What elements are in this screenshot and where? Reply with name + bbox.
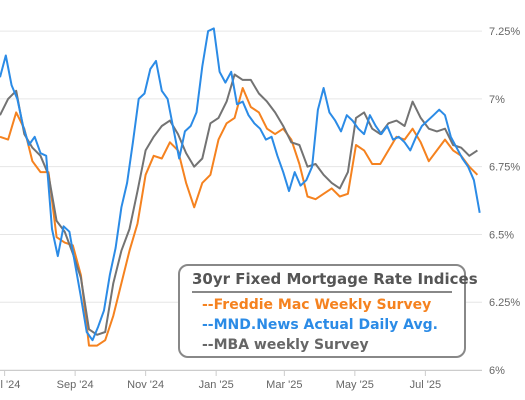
- x-tick-label: Jan '25: [199, 379, 234, 391]
- legend-item-mba: --MBA weekly Survey: [202, 337, 369, 353]
- x-axis: Jul '24 Sep '24 Nov '24 Jan '25 Mar '25 May '…: [0, 370, 482, 391]
- y-tick-label: 6.75%: [489, 162, 520, 174]
- y-tick-label: 6.5%: [489, 229, 514, 241]
- y-tick-label: 6%: [489, 365, 505, 377]
- y-axis-ticks: 6% 6.25% 6.5% 6.75% 7% 7.25%: [489, 26, 520, 377]
- series-lines: [0, 27, 481, 347]
- x-tick-label: Sep '24: [57, 379, 94, 391]
- y-tick-label: 6.25%: [489, 297, 520, 309]
- legend-item-freddie-mac: --Freddie Mac Weekly Survey: [202, 297, 432, 313]
- legend-item-mnd-news: --MND.News Actual Daily Avg.: [202, 317, 438, 333]
- y-tick-label: 7%: [489, 94, 505, 106]
- x-tick-label: Nov '24: [127, 379, 164, 391]
- x-tick-label: Jul '24: [0, 379, 20, 391]
- x-tick-label: May '25: [336, 379, 374, 391]
- mba-line: [0, 73, 478, 336]
- legend-title: 30yr Fixed Mortgage Rate Indices: [192, 270, 478, 293]
- x-tick-label: Jul '25: [410, 379, 441, 391]
- legend: 30yr Fixed Mortgage Rate Indices --Fredd…: [178, 264, 478, 358]
- mnd-news-line: [0, 27, 481, 342]
- x-tick-label: Mar '25: [266, 379, 302, 391]
- y-tick-label: 7.25%: [489, 26, 520, 38]
